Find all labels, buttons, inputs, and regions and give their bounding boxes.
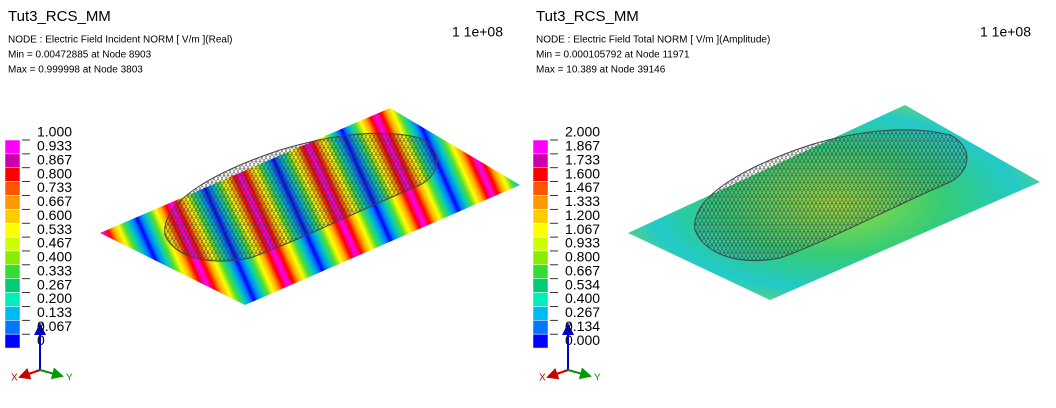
legend-swatch bbox=[4, 167, 21, 182]
legend-label: 0.133 bbox=[37, 304, 72, 320]
legend-swatch bbox=[532, 278, 549, 293]
legend-label: 1.067 bbox=[565, 221, 600, 237]
legend-label: 0.000 bbox=[565, 332, 600, 348]
car-mesh bbox=[694, 129, 968, 262]
legend-swatch bbox=[4, 292, 21, 307]
legend-label: 0.800 bbox=[37, 165, 72, 181]
legend-label: 0.200 bbox=[37, 290, 72, 306]
min-value: Min = 0.000105792 at Node 11971 bbox=[536, 50, 690, 61]
legend-swatch bbox=[4, 209, 21, 224]
legend-swatch bbox=[532, 222, 549, 238]
legend-label: 0.267 bbox=[565, 304, 600, 320]
legend-swatch bbox=[532, 209, 549, 224]
panel: Tut3_RCS_MM NODE : Electric Field Inciden… bbox=[4, 8, 503, 384]
panel-title: Tut3_RCS_MM bbox=[8, 8, 111, 25]
legend-swatch bbox=[4, 278, 21, 293]
legend-swatch bbox=[532, 320, 549, 335]
axis-x-label: X bbox=[11, 373, 18, 384]
legend-swatch bbox=[532, 181, 549, 196]
legend-label: 1.467 bbox=[565, 179, 600, 195]
legend-label: 1.200 bbox=[565, 207, 600, 223]
legend-swatch bbox=[532, 195, 549, 210]
legend-swatch bbox=[532, 250, 549, 266]
legend-swatch bbox=[4, 250, 21, 266]
legend-swatch bbox=[532, 167, 549, 182]
legend-label: 1.000 bbox=[37, 124, 72, 140]
axis-z-label: Z bbox=[566, 323, 572, 334]
legend-label: 0.400 bbox=[565, 290, 600, 306]
axis-x bbox=[546, 368, 569, 380]
legend-swatch bbox=[532, 264, 549, 279]
result-type: NODE : Electric Field Incident NORM [ V/… bbox=[8, 35, 233, 46]
legend-swatch bbox=[532, 333, 549, 349]
legend-swatch bbox=[4, 222, 21, 238]
frame-label: 1 1e+08 bbox=[452, 24, 503, 40]
max-value: Max = 10.389 at Node 39146 bbox=[536, 65, 666, 76]
axis-z-label: Z bbox=[38, 323, 44, 334]
legend-label: 1.867 bbox=[565, 138, 600, 154]
axis-y-label: Y bbox=[66, 373, 73, 384]
axis-y bbox=[567, 367, 592, 380]
legend-swatch bbox=[4, 195, 21, 210]
legend-swatch bbox=[4, 320, 21, 335]
legend-label: 0.400 bbox=[37, 249, 72, 265]
legend-swatch bbox=[4, 181, 21, 196]
result-type: NODE : Electric Field Total NORM [ V/m ]… bbox=[536, 35, 770, 46]
legend-swatch bbox=[4, 333, 21, 349]
legend-label: 0.933 bbox=[565, 235, 600, 251]
legend-label: 1.733 bbox=[565, 151, 600, 167]
axis-y-label: Y bbox=[594, 373, 601, 384]
legend-swatch bbox=[532, 292, 549, 307]
legend-label: 0.733 bbox=[37, 179, 72, 195]
legend-swatch bbox=[4, 139, 21, 155]
legend-label: 0.267 bbox=[37, 276, 72, 292]
legend-label: 0.867 bbox=[37, 151, 72, 167]
legend-label: 0.667 bbox=[37, 193, 72, 209]
max-value: Max = 0.999998 at Node 3803 bbox=[8, 65, 143, 76]
legend-label: 0.667 bbox=[565, 262, 600, 278]
legend-label: 0.333 bbox=[37, 262, 72, 278]
panel: Tut3_RCS_MM NODE : Electric Field Total N… bbox=[532, 8, 1031, 384]
legend-swatch bbox=[532, 306, 549, 321]
axis-y bbox=[39, 367, 64, 380]
frame-label: 1 1e+08 bbox=[980, 24, 1031, 40]
axis-x bbox=[18, 368, 41, 380]
legend-label: 0.800 bbox=[565, 249, 600, 265]
legend-label: 1.333 bbox=[565, 193, 600, 209]
legend-swatch bbox=[532, 139, 549, 155]
legend-label: 0.467 bbox=[37, 235, 72, 251]
car-mesh bbox=[164, 132, 438, 262]
legend-swatch bbox=[4, 264, 21, 279]
legend-label: 0.933 bbox=[37, 138, 72, 154]
legend-label: 2.000 bbox=[565, 124, 600, 140]
legend-label: 0.533 bbox=[37, 221, 72, 237]
axis-x-label: X bbox=[539, 373, 546, 384]
legend-label: 0.534 bbox=[565, 276, 600, 292]
legend-label: 1.600 bbox=[565, 165, 600, 181]
legend-label: 0.600 bbox=[37, 207, 72, 223]
legend-swatch bbox=[4, 236, 21, 252]
legend-swatch bbox=[532, 153, 549, 168]
min-value: Min = 0.00472885 at Node 8903 bbox=[8, 50, 152, 61]
legend-swatch bbox=[4, 306, 21, 321]
legend-swatch bbox=[532, 236, 549, 252]
panel-title: Tut3_RCS_MM bbox=[536, 8, 639, 25]
legend-swatch bbox=[4, 153, 21, 168]
